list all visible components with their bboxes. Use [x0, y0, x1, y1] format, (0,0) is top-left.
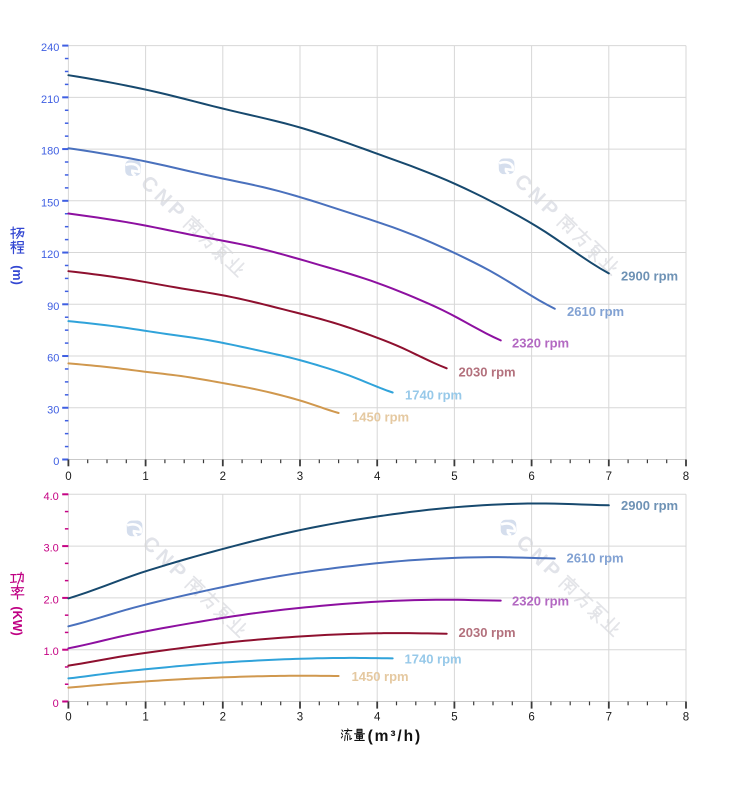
svg-text:1740 rpm: 1740 rpm — [405, 651, 462, 666]
svg-text:2610 rpm: 2610 rpm — [567, 304, 624, 319]
svg-text:1450 rpm: 1450 rpm — [352, 409, 409, 424]
svg-text:2320 rpm: 2320 rpm — [512, 594, 569, 609]
svg-text:5: 5 — [451, 471, 457, 483]
svg-text:2030 rpm: 2030 rpm — [459, 625, 516, 640]
svg-text:7: 7 — [606, 471, 612, 483]
svg-text:30: 30 — [47, 404, 59, 416]
svg-text:210: 210 — [41, 94, 59, 106]
svg-text:3.0: 3.0 — [44, 543, 59, 555]
svg-text:1.0: 1.0 — [44, 646, 59, 658]
svg-text:0: 0 — [53, 456, 59, 468]
svg-text:1450 rpm: 1450 rpm — [352, 669, 409, 684]
svg-text:0: 0 — [65, 712, 71, 724]
svg-text:0: 0 — [65, 471, 71, 483]
svg-text:2030 rpm: 2030 rpm — [459, 364, 516, 379]
svg-text:6: 6 — [528, 712, 534, 724]
svg-text:1: 1 — [142, 712, 148, 724]
svg-text:(m³/h): (m³/h) — [368, 728, 422, 745]
svg-text:1740 rpm: 1740 rpm — [405, 387, 462, 402]
svg-text:2: 2 — [220, 471, 226, 483]
svg-text:4: 4 — [374, 712, 381, 724]
svg-text:1: 1 — [142, 471, 148, 483]
svg-text:8: 8 — [683, 712, 689, 724]
svg-text:180: 180 — [41, 146, 59, 158]
svg-text:(m): (m) — [10, 265, 24, 285]
svg-text:2320 rpm: 2320 rpm — [512, 336, 569, 351]
svg-text:2.0: 2.0 — [44, 594, 59, 606]
svg-text:60: 60 — [47, 353, 59, 365]
svg-text:4: 4 — [374, 471, 381, 483]
svg-text:90: 90 — [47, 301, 59, 313]
svg-text:8: 8 — [683, 471, 689, 483]
svg-text:240: 240 — [41, 42, 59, 54]
svg-text:6: 6 — [528, 471, 534, 483]
svg-text:0: 0 — [53, 698, 59, 710]
svg-text:120: 120 — [41, 249, 59, 261]
svg-text:4.0: 4.0 — [44, 491, 59, 503]
svg-text:3: 3 — [297, 712, 303, 724]
svg-text:2610 rpm: 2610 rpm — [567, 551, 624, 566]
svg-text:2900 rpm: 2900 rpm — [621, 498, 678, 513]
svg-text:2900 rpm: 2900 rpm — [621, 269, 678, 284]
svg-text:150: 150 — [41, 197, 59, 209]
svg-text:5: 5 — [451, 712, 457, 724]
svg-text:3: 3 — [297, 471, 303, 483]
svg-text:2: 2 — [220, 712, 226, 724]
svg-text:(KW): (KW) — [10, 606, 24, 635]
svg-text:7: 7 — [606, 712, 612, 724]
